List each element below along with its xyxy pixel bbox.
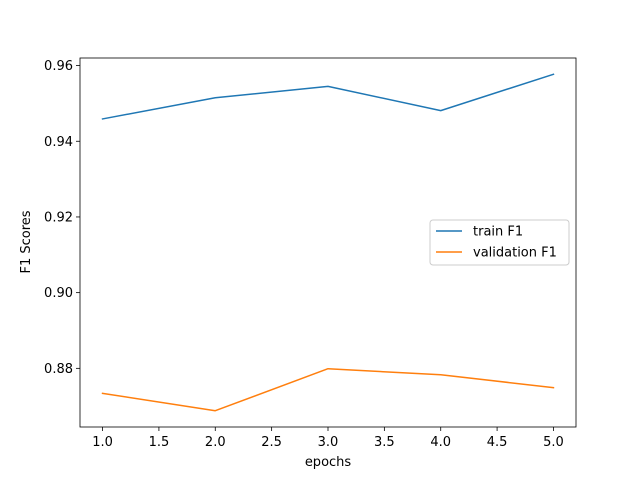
- y-axis-ticks: 0.88 0.90 0.92 0.94 0.96: [44, 59, 80, 377]
- x-tick-label: 1.5: [149, 435, 170, 450]
- x-tick-label: 2.0: [205, 435, 226, 450]
- y-tick-label: 0.96: [44, 59, 73, 74]
- legend-label-validation-f1: validation F1: [473, 246, 557, 261]
- x-tick-label: 5.0: [543, 435, 564, 450]
- x-tick-label: 1.0: [92, 435, 113, 450]
- series-line-train-f1: [101, 73, 555, 120]
- x-axis-label: epochs: [305, 455, 352, 470]
- x-tick-label: 2.5: [261, 435, 282, 450]
- y-tick-label: 0.94: [44, 135, 73, 150]
- x-tick-label: 4.5: [487, 435, 508, 450]
- x-axis-ticks: 1.0 1.5 2.0 2.5 3.0 3.5 4.0 4.5 5.0: [92, 427, 564, 450]
- legend-label-train-f1: train F1: [473, 225, 523, 240]
- y-tick-label: 0.92: [44, 210, 73, 225]
- x-tick-label: 4.0: [430, 435, 451, 450]
- legend: train F1 validation F1: [429, 219, 570, 266]
- x-tick-label: 3.5: [374, 435, 395, 450]
- y-tick-label: 0.90: [44, 286, 73, 301]
- x-tick-label: 3.0: [318, 435, 339, 450]
- y-tick-label: 0.88: [44, 362, 73, 377]
- y-axis-label: F1 Scores: [19, 210, 34, 273]
- legend-box: [429, 219, 570, 266]
- series-lines: [101, 73, 555, 412]
- series-line-validation-f1: [101, 367, 555, 412]
